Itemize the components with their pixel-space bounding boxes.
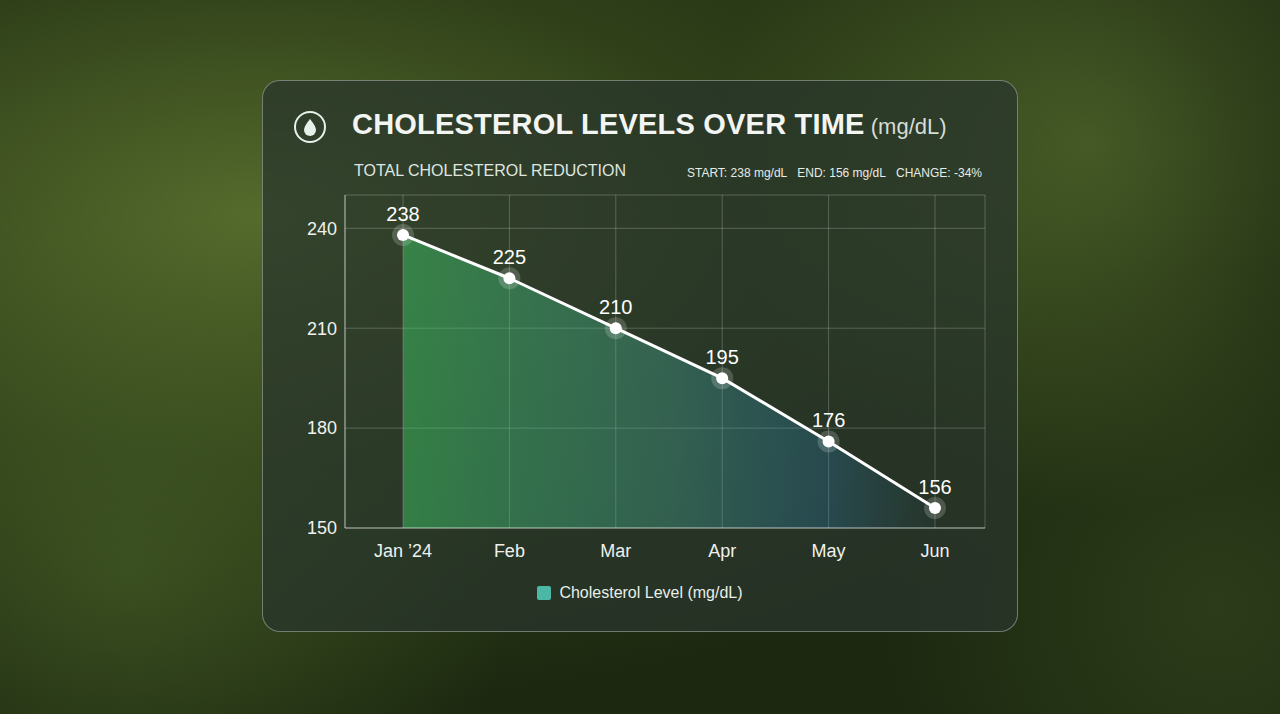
svg-text:Jan ’24: Jan ’24 (374, 541, 432, 561)
html-text:CHOLESTEROL LEVELS OVER TIME(m: CHOLESTEROL LEVELS OVER TIME(mg/dL) (352, 108, 947, 140)
html-text:Cholesterol Level (mg/dL): Cholesterol Level (mg/dL) (559, 584, 743, 601)
svg-text:238: 238 (386, 203, 419, 225)
svg-text:180: 180 (307, 418, 337, 438)
html-text:CHANGE: -34%: CHANGE: -34% (896, 166, 982, 180)
svg-text:Mar: Mar (600, 541, 631, 561)
html-text:END: 156 mg/dL: END: 156 mg/dL (797, 166, 886, 180)
svg-text:Jun: Jun (920, 541, 949, 561)
html-text:TOTAL CHOLESTEROL REDUCTION: TOTAL CHOLESTEROL REDUCTION (354, 162, 626, 179)
svg-text:176: 176 (812, 409, 845, 431)
svg-text:Feb: Feb (494, 541, 525, 561)
svg-text:May: May (812, 541, 846, 561)
svg-text:210: 210 (599, 296, 632, 318)
svg-text:225: 225 (493, 246, 526, 268)
svg-text:156: 156 (918, 476, 951, 498)
svg-text:210: 210 (307, 319, 337, 339)
svg-text:195: 195 (706, 346, 739, 368)
svg-text:Apr: Apr (708, 541, 736, 561)
svg-text:150: 150 (307, 518, 337, 538)
html-text:START: 238 mg/dL: START: 238 mg/dL (687, 166, 788, 180)
svg-text:240: 240 (307, 219, 337, 239)
